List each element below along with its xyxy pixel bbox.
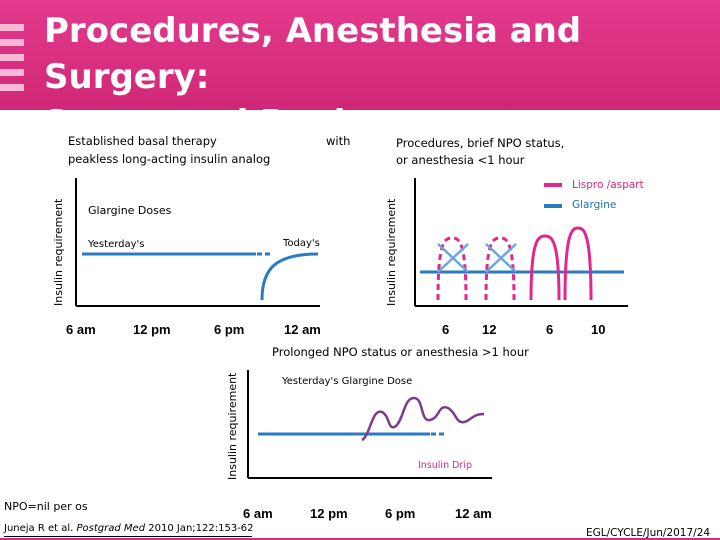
glargine-doses-label: Glargine Doses: [88, 204, 172, 217]
insulin-drip-label: Insulin Drip: [418, 460, 473, 471]
left-x-tick: 6 pm: [214, 322, 245, 337]
given-bolus-2: [563, 226, 593, 301]
bottom-heading: Prolonged NPO status or anesthesia >1 ho…: [272, 345, 529, 359]
decorative-stripe: [0, 54, 24, 61]
insulin-drip-curve: [361, 396, 485, 442]
citation-details: 2010 Jan;122:153-62: [148, 523, 254, 534]
right-x-tick: 10: [591, 322, 606, 337]
right-heading-line2: or anesthesia <1 hour: [396, 153, 525, 167]
citation: Juneja R et al. Postgrad Med 2010 Jan;12…: [4, 523, 254, 534]
decorative-stripe: [0, 39, 24, 46]
left-heading-line2: peakless long-acting insulin analog: [68, 152, 271, 166]
left-y-axis-label: Insulin requirement: [52, 198, 65, 306]
left-x-tick: 12 am: [284, 322, 321, 337]
slide-title: Procedures, Anesthesia and Surgery: Sugg…: [44, 11, 582, 143]
today-label: Today's: [283, 238, 320, 249]
title-banner: [0, 0, 720, 110]
given-bolus-1: [529, 234, 561, 301]
bottom-x-tick: 12 am: [455, 506, 492, 521]
right-x-tick: 6: [546, 322, 554, 337]
citation-underline: [4, 536, 252, 537]
left-x-tick: 6 am: [66, 322, 96, 337]
npo-note: NPO=nil per os: [4, 500, 88, 513]
left-heading-line1: Established basal therapy: [68, 134, 217, 148]
cross-out-2b: [485, 243, 517, 273]
yesterday-label: Yesterday's: [88, 239, 145, 250]
legend-lispro-label: Lispro /aspart: [572, 179, 644, 191]
legend-glargine-label: Glargine: [572, 199, 617, 211]
left-heading-with: with: [326, 134, 351, 148]
citation-authors: Juneja R et al.: [4, 523, 74, 534]
right-x-tick: 6: [442, 322, 450, 337]
decorative-stripe: [0, 69, 24, 76]
bottom-x-tick: 12 pm: [310, 506, 348, 521]
slide-code: EGL/CYCLE/Jun/2017/24: [586, 527, 711, 539]
decorative-stripe: [0, 84, 24, 91]
yesterday-glargine-dose-label: Yesterday's Glargine Dose: [282, 376, 413, 387]
left-x-tick: 12 pm: [133, 322, 171, 337]
bottom-y-axis-label: Insulin requirement: [226, 372, 239, 480]
right-x-tick: 12: [482, 322, 497, 337]
bottom-x-tick: 6 am: [243, 506, 273, 521]
bottom-x-tick: 6 pm: [385, 506, 416, 521]
today-glargine-curve: [260, 252, 319, 301]
right-y-axis-label: Insulin requirement: [385, 198, 398, 306]
footer-rule: [0, 538, 720, 540]
decorative-stripe: [0, 24, 24, 31]
cross-out-1b: [437, 243, 469, 273]
right-heading-line1: Procedures, brief NPO status,: [396, 136, 565, 150]
citation-journal: Postgrad Med: [76, 523, 146, 534]
